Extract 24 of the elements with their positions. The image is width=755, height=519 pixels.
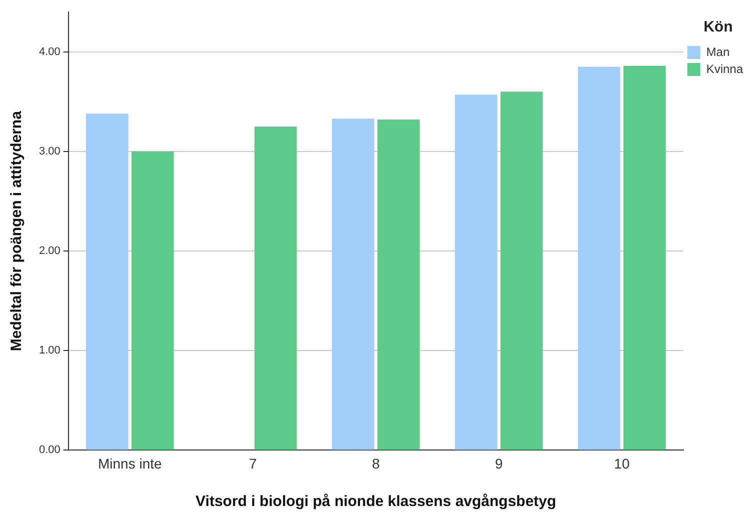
y-axis-title: Medeltal för poängen i attityderna [8,110,26,352]
y-tick-label: 0.00 [38,444,60,456]
bar [578,66,620,450]
x-tick-label: 8 [372,455,380,472]
x-tick-label: Minns inte [98,455,162,472]
x-axis-title: Vitsord i biologi på nionde klassens avgångsbetyg [196,493,556,510]
bar [500,92,543,450]
bar [254,126,297,450]
x-tick-label: 9 [494,455,503,472]
bar [377,120,420,450]
bar [454,94,498,450]
bar [131,151,174,450]
y-tick-label: 4.00 [38,46,60,58]
legend-label: Kvinna [706,62,744,76]
bar [86,114,128,450]
x-tick-label: 10 [614,455,630,472]
y-tick-label: 3.00 [38,145,60,158]
legend-label: Man [706,44,730,59]
y-tick-label: 1.00 [38,344,60,357]
y-tick-label: 2.00 [38,245,60,258]
legend-title: Kön [704,18,733,36]
bar [623,66,666,450]
x-tick-label: 7 [248,455,257,472]
bar [332,118,374,450]
